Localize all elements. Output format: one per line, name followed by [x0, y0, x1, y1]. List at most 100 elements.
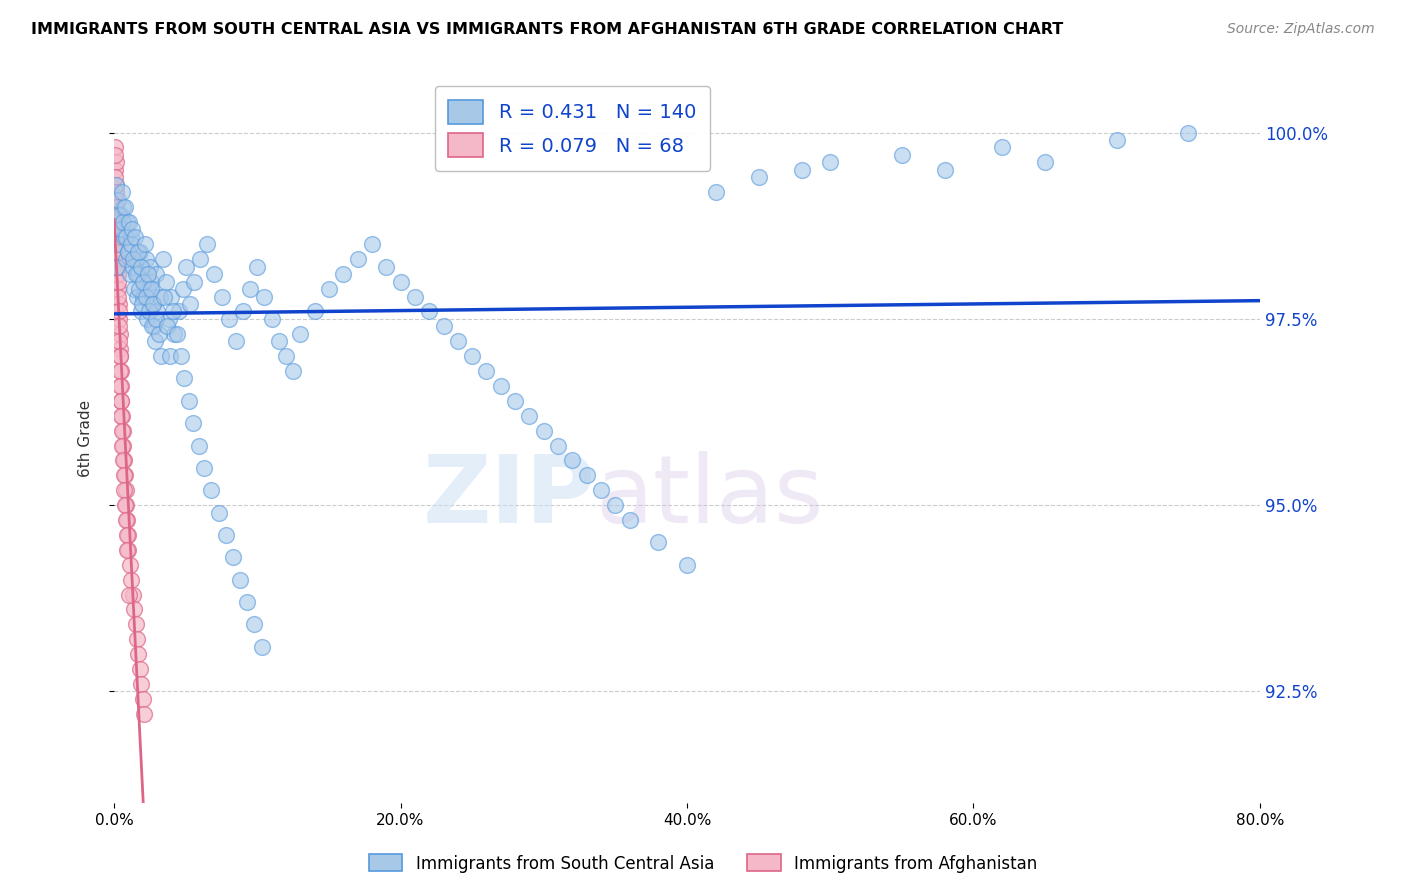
- Point: [105, 230, 128, 244]
- Point: [138, 304, 160, 318]
- Point: [575, 468, 598, 483]
- Point: [107, 297, 129, 311]
- Point: [188, 252, 211, 267]
- Point: [236, 595, 259, 609]
- Point: [177, 393, 200, 408]
- Point: [134, 275, 156, 289]
- Point: [136, 267, 159, 281]
- Point: [108, 326, 131, 341]
- Point: [105, 208, 128, 222]
- Point: [232, 304, 254, 318]
- Point: [150, 349, 173, 363]
- Point: [475, 364, 498, 378]
- Point: [155, 275, 177, 289]
- Point: [114, 252, 136, 267]
- Point: [112, 438, 135, 452]
- Point: [131, 304, 153, 318]
- Point: [115, 513, 138, 527]
- Point: [112, 483, 135, 498]
- Point: [125, 632, 148, 647]
- Point: [118, 558, 141, 572]
- Point: [121, 222, 143, 236]
- Point: [281, 364, 304, 378]
- Point: [166, 326, 188, 341]
- Point: [107, 289, 129, 303]
- Point: [704, 185, 727, 199]
- Point: [418, 304, 440, 318]
- Point: [105, 244, 128, 259]
- Point: [104, 140, 127, 154]
- Point: [104, 200, 127, 214]
- Point: [547, 438, 569, 452]
- Point: [112, 468, 135, 483]
- Point: [138, 282, 160, 296]
- Point: [267, 334, 290, 349]
- Point: [121, 260, 143, 274]
- Point: [104, 178, 127, 192]
- Point: [195, 237, 218, 252]
- Point: [790, 162, 813, 177]
- Point: [148, 326, 170, 341]
- Point: [132, 289, 155, 303]
- Point: [120, 237, 142, 252]
- Text: Source: ZipAtlas.com: Source: ZipAtlas.com: [1227, 22, 1375, 37]
- Point: [104, 170, 127, 185]
- Point: [105, 260, 128, 274]
- Legend: R = 0.431   N = 140, R = 0.079   N = 68: R = 0.431 N = 140, R = 0.079 N = 68: [434, 87, 710, 170]
- Point: [145, 267, 167, 281]
- Point: [110, 222, 132, 236]
- Point: [647, 535, 669, 549]
- Point: [110, 393, 132, 408]
- Point: [253, 289, 276, 303]
- Point: [110, 379, 132, 393]
- Point: [619, 513, 641, 527]
- Point: [114, 498, 136, 512]
- Point: [132, 692, 155, 706]
- Point: [605, 498, 627, 512]
- Point: [461, 349, 484, 363]
- Point: [260, 311, 283, 326]
- Point: [274, 349, 297, 363]
- Point: [107, 275, 129, 289]
- Point: [447, 334, 470, 349]
- Point: [124, 252, 146, 267]
- Point: [110, 364, 132, 378]
- Point: [934, 162, 956, 177]
- Point: [127, 647, 149, 661]
- Point: [107, 282, 129, 296]
- Point: [304, 304, 326, 318]
- Point: [404, 289, 426, 303]
- Text: IMMIGRANTS FROM SOUTH CENTRAL ASIA VS IMMIGRANTS FROM AFGHANISTAN 6TH GRADE CORR: IMMIGRANTS FROM SOUTH CENTRAL ASIA VS IM…: [31, 22, 1063, 37]
- Point: [346, 252, 368, 267]
- Point: [108, 364, 131, 378]
- Point: [104, 162, 127, 177]
- Point: [131, 677, 153, 691]
- Point: [489, 379, 512, 393]
- Point: [375, 260, 398, 274]
- Point: [167, 304, 190, 318]
- Point: [160, 289, 183, 303]
- Point: [122, 252, 145, 267]
- Point: [120, 230, 142, 244]
- Point: [149, 289, 172, 303]
- Point: [122, 282, 145, 296]
- Point: [105, 222, 128, 236]
- Point: [111, 424, 134, 438]
- Point: [117, 528, 139, 542]
- Point: [159, 349, 181, 363]
- Point: [112, 453, 135, 467]
- Point: [136, 311, 159, 326]
- Point: [134, 237, 156, 252]
- Point: [115, 230, 138, 244]
- Point: [108, 349, 131, 363]
- Point: [222, 550, 245, 565]
- Point: [110, 379, 132, 393]
- Point: [172, 282, 194, 296]
- Point: [111, 438, 134, 452]
- Point: [890, 148, 912, 162]
- Point: [676, 558, 699, 572]
- Point: [124, 230, 146, 244]
- Text: atlas: atlas: [595, 450, 824, 542]
- Point: [818, 155, 841, 169]
- Point: [533, 424, 555, 438]
